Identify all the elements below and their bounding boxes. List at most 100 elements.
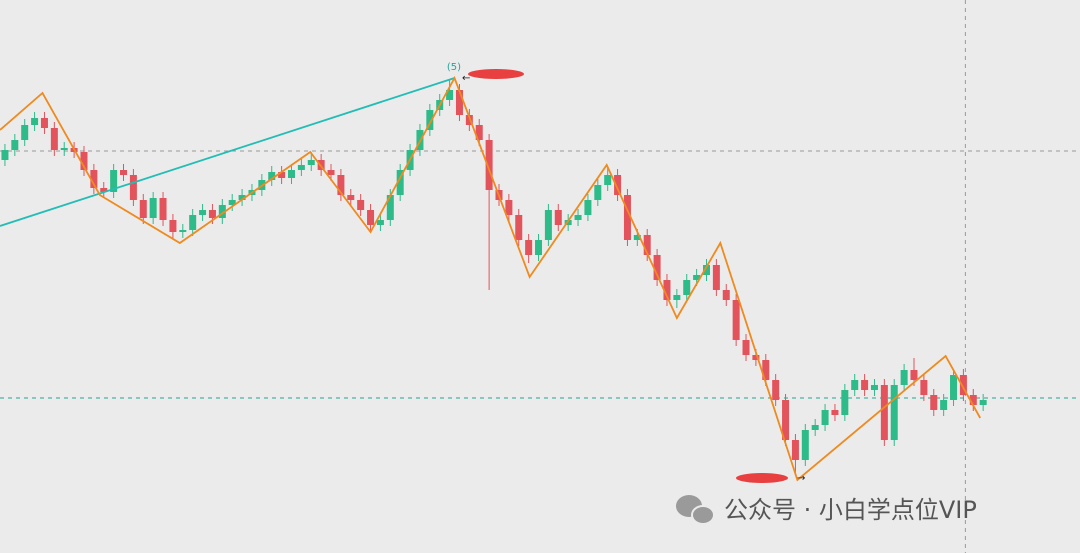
candle-body xyxy=(959,375,967,395)
candle-body xyxy=(791,440,799,460)
candle-body xyxy=(110,170,118,192)
candle-body xyxy=(930,395,938,410)
candle-body xyxy=(40,118,48,128)
candle-body xyxy=(347,195,355,200)
candle-body xyxy=(979,400,987,405)
candle-body xyxy=(80,152,88,170)
candle-body xyxy=(801,430,809,460)
candle-body xyxy=(218,205,226,218)
candle-body xyxy=(307,160,315,165)
candle-body xyxy=(910,370,918,380)
redaction xyxy=(736,473,788,483)
candle-body xyxy=(920,380,928,395)
candle-body xyxy=(287,170,295,178)
candle-body xyxy=(485,140,493,190)
candle-body xyxy=(100,188,108,192)
wave-label: (5) xyxy=(447,62,461,73)
candle-body xyxy=(604,175,612,185)
candle-body xyxy=(1,150,9,160)
candle-body xyxy=(297,165,305,170)
candle-body xyxy=(584,200,592,215)
candle-body xyxy=(367,210,375,225)
candle-body xyxy=(870,385,878,390)
candle-body xyxy=(722,290,730,300)
candle-body xyxy=(554,210,562,225)
candle-body xyxy=(831,410,839,415)
candle-body xyxy=(683,280,691,295)
candle-body xyxy=(268,172,276,180)
candle-body xyxy=(159,198,167,220)
candle-body xyxy=(386,195,394,220)
candle-body xyxy=(426,110,434,130)
candle-body xyxy=(732,300,740,340)
candle-body xyxy=(969,395,977,405)
candle-body xyxy=(455,90,463,115)
candle-body xyxy=(900,370,908,385)
candle-body xyxy=(851,380,859,390)
trend-line xyxy=(0,77,455,227)
candle-body xyxy=(950,375,958,400)
candle-body xyxy=(21,125,29,140)
candle-body xyxy=(525,240,533,255)
candle-body xyxy=(515,215,523,240)
candle-body xyxy=(475,125,483,140)
candle-body xyxy=(465,115,473,125)
zigzag-line xyxy=(0,75,981,482)
candle-body xyxy=(535,240,543,255)
candle-body xyxy=(327,170,335,175)
candle-body xyxy=(228,200,236,205)
candle-body xyxy=(189,215,197,230)
candle-body xyxy=(811,425,819,430)
candle-body xyxy=(821,410,829,425)
candle-body xyxy=(772,380,780,400)
candle-body xyxy=(50,128,58,150)
candle-body xyxy=(742,340,750,355)
candle-body xyxy=(169,220,177,232)
candle-body xyxy=(446,90,454,100)
candle-body xyxy=(31,118,39,125)
candle-body xyxy=(712,265,720,290)
candle-body xyxy=(238,195,246,200)
wechat-icon xyxy=(676,495,715,525)
candle-body xyxy=(505,200,513,215)
candle-body xyxy=(643,235,651,255)
candle-body xyxy=(673,295,681,300)
candle-body xyxy=(396,170,404,195)
candle-body xyxy=(861,380,869,390)
candle-body xyxy=(60,148,68,150)
candle-body xyxy=(199,210,207,215)
candle-body xyxy=(208,210,216,218)
candle-body xyxy=(782,400,790,440)
candle-body xyxy=(129,175,137,200)
candle-body xyxy=(623,195,631,240)
candle-body xyxy=(752,355,760,360)
arrow: → xyxy=(797,473,805,484)
candle-body xyxy=(376,220,384,225)
candle-body xyxy=(693,275,701,280)
redaction xyxy=(468,69,524,79)
candle-body xyxy=(120,170,128,175)
candle-body xyxy=(149,198,157,218)
candle-body xyxy=(139,200,147,218)
candle-body xyxy=(841,390,849,415)
candle-body xyxy=(337,175,345,195)
candle-body xyxy=(890,385,898,440)
candle-body xyxy=(11,140,19,150)
candle-body xyxy=(574,215,582,220)
candle-body xyxy=(90,170,98,188)
candle-body xyxy=(663,280,671,300)
candle-body xyxy=(633,235,641,240)
candle-body xyxy=(702,265,710,275)
candle-body xyxy=(940,400,948,410)
watermark: 公众号 · 小白学点位VIP xyxy=(724,496,977,524)
candle-body xyxy=(594,185,602,200)
candle-body xyxy=(544,210,552,240)
candle-body xyxy=(762,360,770,380)
candle-body xyxy=(880,385,888,440)
candle-body xyxy=(179,230,187,232)
candle-body xyxy=(278,172,286,178)
